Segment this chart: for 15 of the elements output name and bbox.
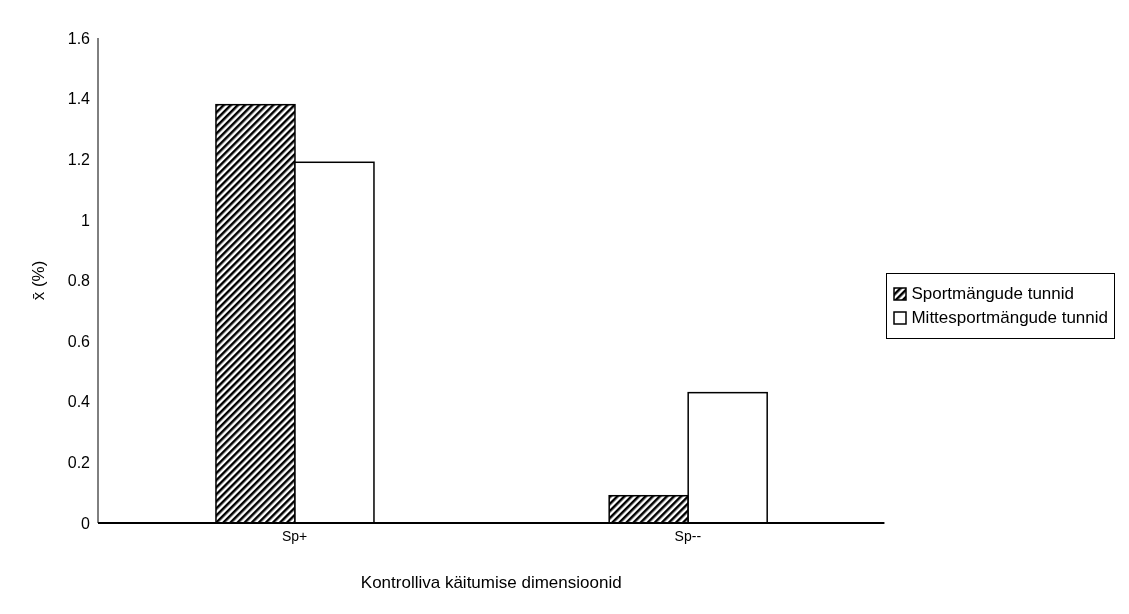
y-tick-label: 1.2 — [67, 150, 91, 168]
y-tick-label: 0.8 — [67, 272, 91, 290]
y-tick-label: 1 — [81, 211, 91, 229]
y-tick-label: 0.4 — [67, 393, 91, 411]
legend-label: Mittesportmängude tunnid — [911, 307, 1108, 328]
y-tick-label: 1.6 — [67, 29, 91, 47]
legend-label: Sportmängude tunnid — [911, 283, 1074, 304]
x-axis-title: Kontrolliva käitumise dimensioonid — [360, 573, 622, 592]
y-axis-title: x̄ (%) — [29, 260, 49, 301]
y-tick-label: 0.6 — [67, 332, 91, 350]
x-tick-label: Sp-- — [674, 527, 702, 544]
x-tick-label: Sp+ — [281, 527, 308, 544]
y-tick-label: 0 — [81, 514, 91, 532]
y-tick-label: 0.2 — [67, 454, 91, 472]
y-tick-label: 1.4 — [67, 90, 91, 108]
